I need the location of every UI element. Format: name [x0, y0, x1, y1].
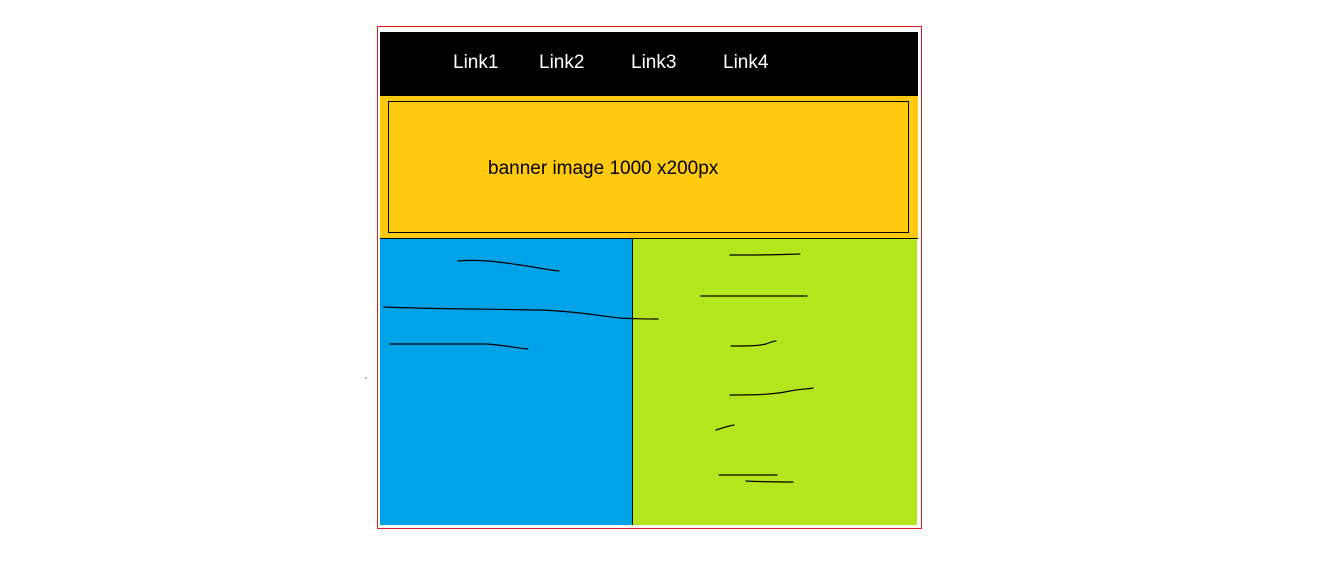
nav-link-2[interactable]: Link2 [539, 52, 585, 73]
banner-label: banner image 1000 x200px [488, 158, 719, 179]
banner-image-placeholder: banner image 1000 x200px [388, 101, 909, 233]
nav-link-4[interactable]: Link4 [723, 52, 769, 73]
page-frame [377, 26, 922, 529]
left-column [380, 239, 632, 525]
nav-link-1[interactable]: Link1 [453, 52, 499, 73]
column-divider [632, 239, 633, 525]
nav-link-3[interactable]: Link3 [631, 52, 677, 73]
banner-area: banner image 1000 x200px [380, 96, 918, 239]
nav-bar: Link1 Link2 Link3 Link4 [380, 32, 918, 96]
right-column [633, 239, 917, 525]
stray-dot [365, 377, 367, 379]
